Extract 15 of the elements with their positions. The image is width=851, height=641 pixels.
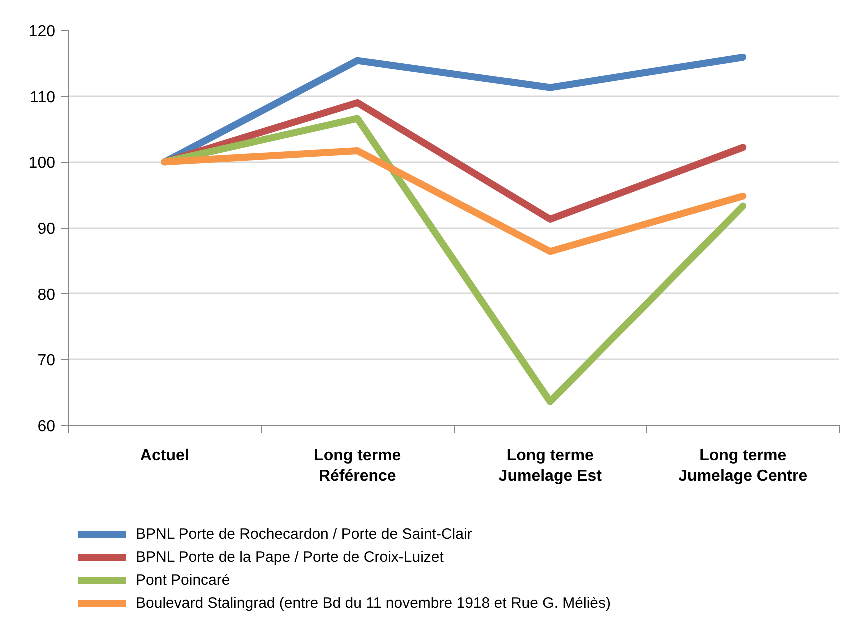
x-tick-label: Long terme Référence [314,448,402,485]
legend-label: BPNL Porte de Rochecardon / Porte de Saint-Clair [136,524,472,544]
y-tick-label: 80 [38,286,56,304]
x-tick-label: Long terme Jumelage Est [498,448,603,485]
y-tick-label: 90 [38,221,56,238]
x-tick-label: Long terme Jumelage Centre [678,448,808,485]
x-tick-label: Actuel [140,448,190,464]
y-tick-label: 60 [38,418,56,436]
y-tick-label: 120 [28,24,56,40]
y-tick-label: 110 [30,89,56,106]
legend-label: Pont Poincaré [136,570,230,590]
y-tick-label: 70 [38,352,56,370]
legend-label: Boulevard Stalingrad (entre Bd du 11 novembre 1918 et Rue G. Méliès) [136,594,611,613]
y-tick-label: 100 [28,155,56,172]
legend-label: BPNL Porte de la Pape / Porte de Croix-Luizet [136,548,444,567]
